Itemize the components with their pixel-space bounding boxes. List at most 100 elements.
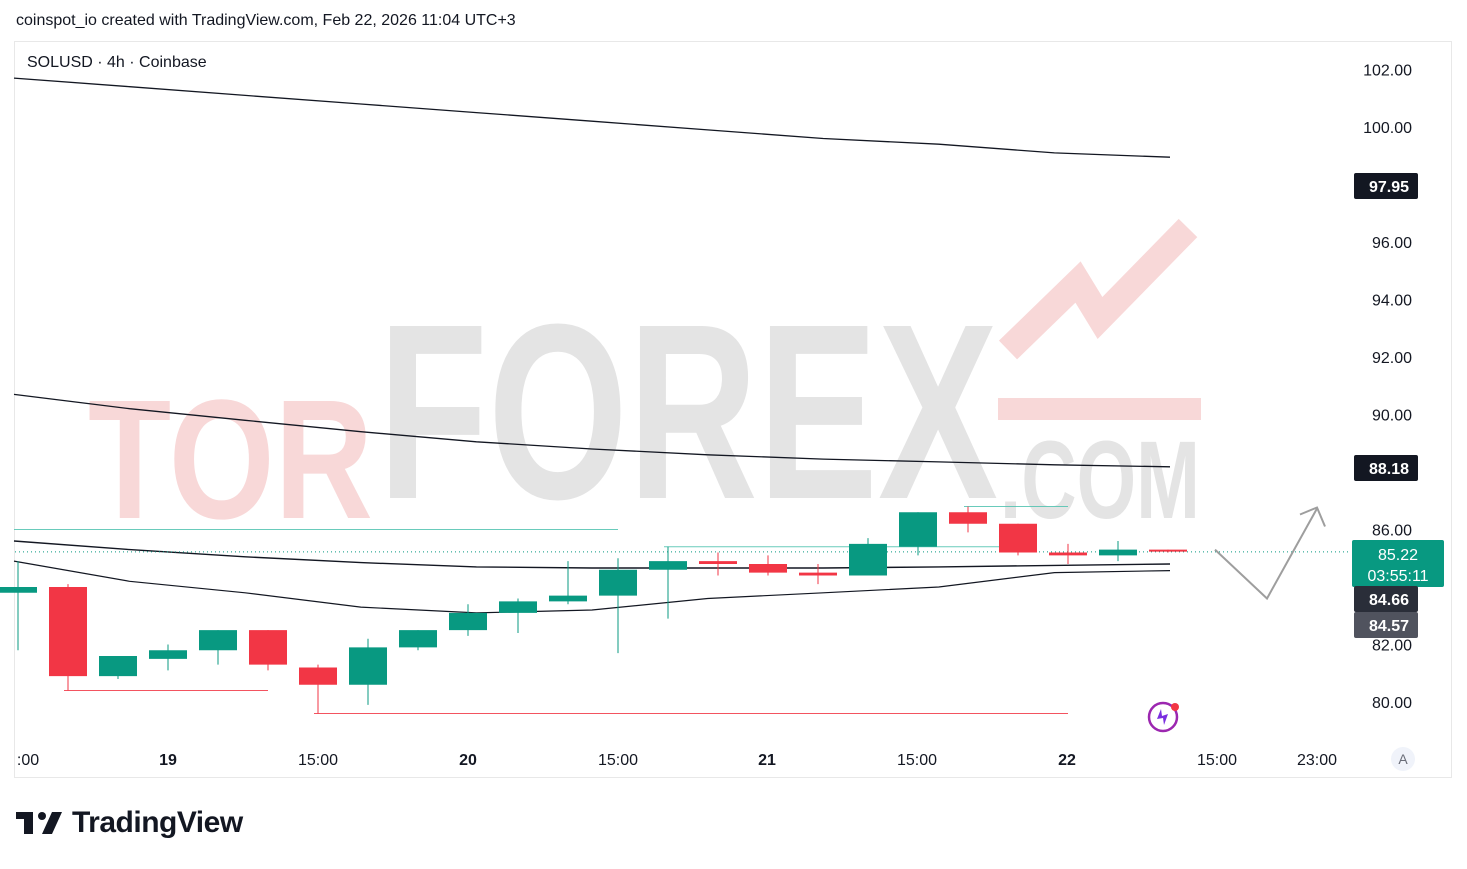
x-tick-label: :00 (17, 752, 39, 769)
candle (499, 598, 537, 633)
candle-body (399, 630, 437, 648)
candle-body (949, 512, 987, 524)
candle-body (499, 601, 537, 613)
x-tick-label: 20 (459, 752, 477, 769)
candle-body (749, 564, 787, 573)
price-label: 85.22 03:55:11 (1352, 540, 1444, 587)
symbol-legend[interactable]: SOLUSD · 4h · Coinbase (27, 54, 207, 71)
candle-body (449, 612, 487, 631)
auto-scale-button[interactable]: A (1391, 747, 1415, 771)
candles (0, 506, 1187, 714)
price-label-box (1354, 455, 1418, 481)
candle-body (299, 667, 337, 685)
y-tick-label: 102.00 (1363, 63, 1412, 80)
chart-frame (14, 41, 1452, 778)
candle (249, 630, 287, 671)
candle-body (1099, 549, 1137, 556)
levels (14, 506, 1068, 714)
y-tick-label: 96.00 (1372, 235, 1412, 252)
candle (299, 664, 337, 714)
candle (799, 564, 837, 585)
watermark-bar (998, 398, 1201, 420)
price-label-text: 88.18 (1369, 461, 1409, 478)
candle-body (599, 569, 637, 596)
x-tick-label: 15:00 (598, 752, 638, 769)
price-labels: 97.95 88.18 85.22 03:55:11 84.66 84.57 (1352, 173, 1444, 638)
candle-body (699, 561, 737, 564)
price-label-text: 84.66 (1369, 592, 1409, 609)
candle (899, 512, 937, 556)
candle-body (99, 656, 137, 677)
candle-body (549, 595, 587, 602)
candle (149, 644, 187, 671)
candle (849, 538, 887, 576)
candle-body (1049, 552, 1087, 556)
ma-line (13, 560, 1171, 614)
watermark-tor: TOR (88, 365, 373, 555)
candle (1149, 549, 1187, 553)
price-label-box (1354, 586, 1418, 612)
y-tick-label: 92.00 (1372, 350, 1412, 367)
candle-body (0, 587, 37, 593)
candle (699, 552, 737, 576)
candle (749, 555, 787, 576)
price-label-text: 97.95 (1369, 179, 1409, 196)
watermark-forex: FOREX (378, 272, 998, 551)
y-tick-label: 90.00 (1372, 408, 1412, 425)
candle-body (199, 630, 237, 651)
candle-body (999, 523, 1037, 553)
candle (99, 656, 137, 679)
price-label: 84.57 (1354, 612, 1418, 638)
y-tick-label: 94.00 (1372, 293, 1412, 310)
projection (1214, 506, 1326, 601)
x-tick-label: 15:00 (298, 752, 338, 769)
candle-body (849, 543, 887, 576)
price-label-text: 84.57 (1369, 618, 1409, 635)
candle (49, 584, 87, 691)
y-tick-label: 86.00 (1372, 523, 1412, 540)
x-tick-label: 15:00 (897, 752, 937, 769)
projection-path (1214, 508, 1318, 601)
candle (599, 558, 637, 654)
price-label: 88.18 (1354, 455, 1418, 481)
tradingview-logo-icon (16, 812, 62, 834)
x-tick-label: 19 (159, 752, 177, 769)
candle (949, 506, 987, 533)
candle (649, 546, 687, 619)
watermark-com: .COM (1000, 419, 1200, 542)
ma-line (13, 540, 1171, 569)
projection-arrowhead (1299, 506, 1326, 527)
ma-line (13, 393, 1171, 468)
candle (399, 630, 437, 651)
candle (549, 561, 587, 605)
candle (449, 604, 487, 636)
candle-body (649, 561, 687, 570)
ma-lines (13, 77, 1171, 614)
y-tick-label: 80.00 (1372, 695, 1412, 712)
candle (199, 630, 237, 665)
candle (349, 638, 387, 705)
candle (1049, 543, 1087, 564)
watermark: TOR FOREX .COM (88, 218, 1201, 555)
candle (999, 523, 1037, 556)
candle (1099, 541, 1137, 562)
x-tick-label: 23:00 (1297, 752, 1337, 769)
x-axis: :00 19 15:00 20 15:00 21 15:00 22 15:00 23:00 (17, 752, 1337, 769)
countdown-text: 03:55:11 (1367, 568, 1428, 585)
price-label-box (1354, 612, 1418, 638)
watermark-arrow (998, 218, 1198, 360)
candle (0, 561, 37, 651)
tradingview-wordmark: TradingView (72, 806, 243, 839)
price-label: 84.66 (1354, 586, 1418, 612)
candle-body (1149, 549, 1187, 552)
candle-body (49, 587, 87, 677)
chart-credit: coinspot_io created with TradingView.com… (16, 12, 516, 29)
candle-body (799, 572, 837, 576)
sparkle-icon[interactable] (1147, 701, 1179, 733)
x-tick-label: 15:00 (1197, 752, 1237, 769)
tradingview-logo[interactable]: TradingView (16, 806, 243, 840)
x-tick-label: 22 (1058, 752, 1076, 769)
candle-body (899, 512, 937, 547)
price-label: 97.95 (1354, 173, 1418, 199)
